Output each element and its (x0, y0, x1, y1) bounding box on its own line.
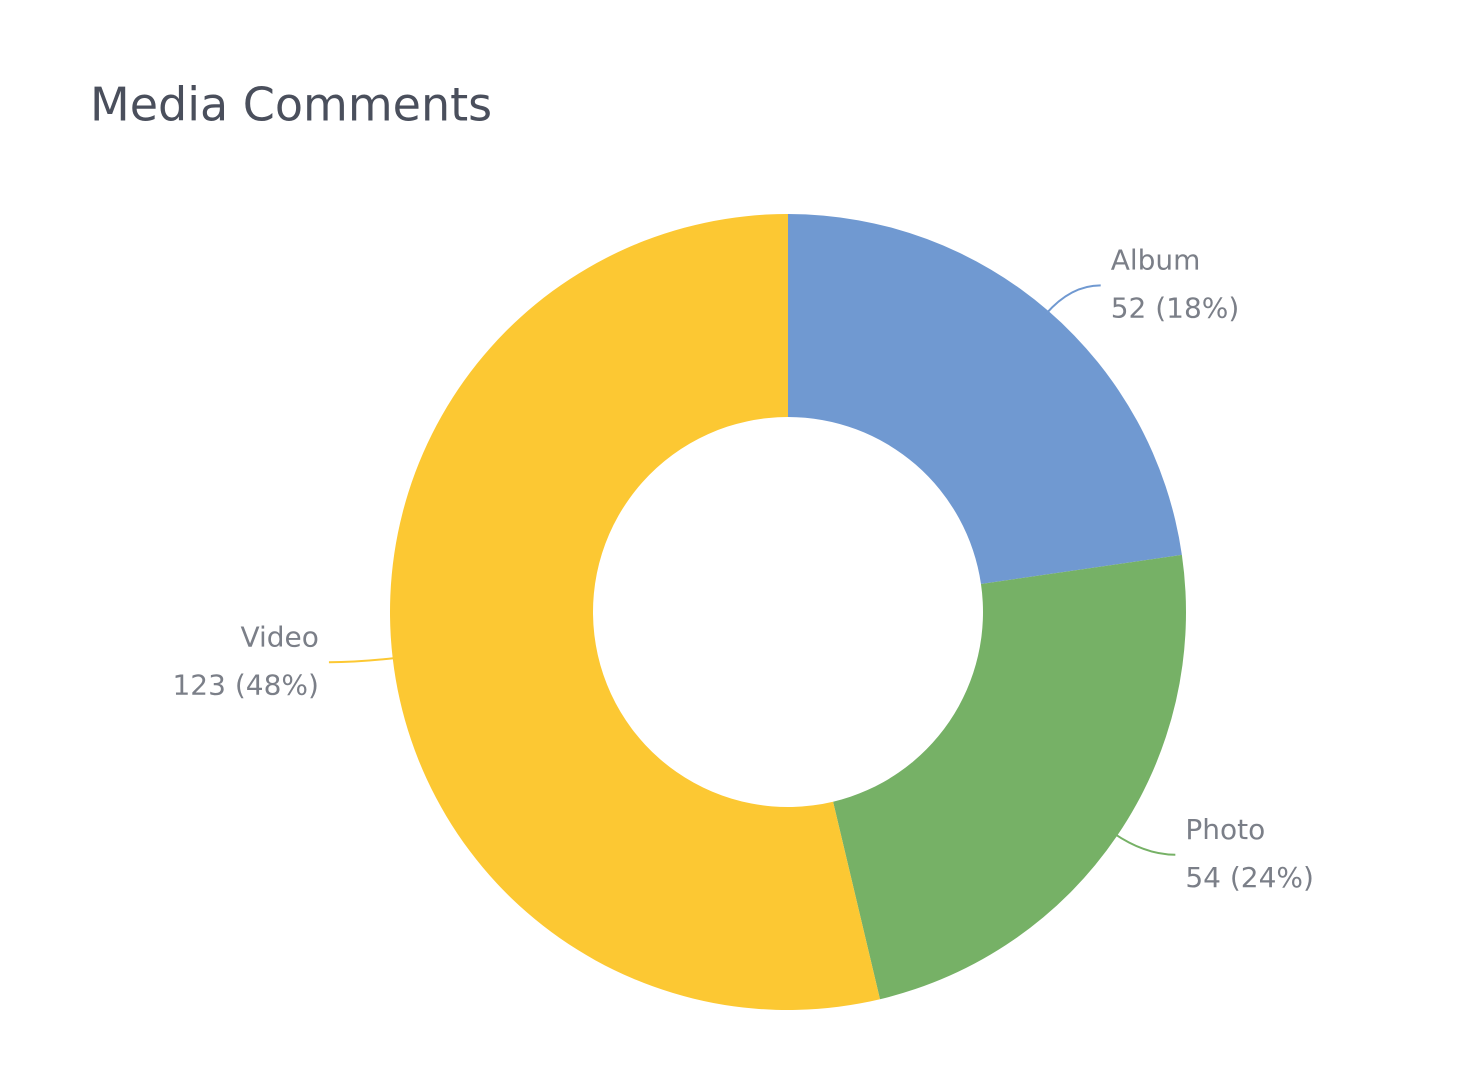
value-label: 54 (24%) (1185, 861, 1314, 894)
value-label: 123 (48%) (172, 668, 318, 701)
value-label: 52 (18%) (1111, 291, 1240, 324)
slice (833, 554, 1186, 1000)
slice-label: Video (240, 620, 318, 653)
leader-line (328, 656, 397, 664)
leader-line (1113, 832, 1176, 856)
slice (788, 214, 1182, 585)
slice (390, 214, 880, 1010)
slice-label: Photo (1185, 813, 1265, 846)
leader-line (1045, 284, 1101, 315)
slice-label: Album (1111, 243, 1201, 276)
chart-title: Media Comments (90, 78, 492, 132)
